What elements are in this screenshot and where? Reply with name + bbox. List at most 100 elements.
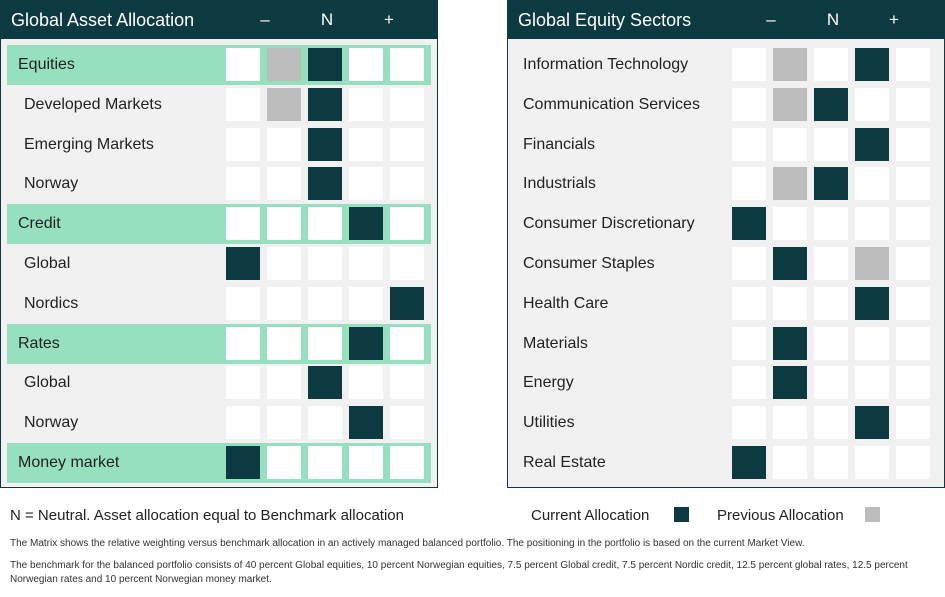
legend-current-swatch <box>674 507 689 522</box>
matrix-cell <box>390 247 424 280</box>
legend-current-label: Current Allocation <box>531 507 650 524</box>
matrix-cell <box>855 366 889 400</box>
matrix-cell <box>390 366 424 400</box>
matrix-cell <box>814 406 848 440</box>
matrix-cell <box>896 326 930 360</box>
matrix-cell <box>814 207 848 241</box>
matrix-row: Financials <box>508 125 944 165</box>
matrix-cell <box>308 207 342 241</box>
matrix-row: Industrials <box>508 164 944 204</box>
column-plus: + <box>889 10 899 29</box>
matrix-cell <box>226 127 260 161</box>
current-allocation-cell <box>773 247 807 280</box>
row-label: Money market <box>18 454 120 471</box>
matrix-cell <box>732 326 766 360</box>
matrix-cell <box>814 286 848 320</box>
row-label: Emerging Markets <box>24 135 154 153</box>
matrix-cell <box>267 167 301 201</box>
row-label: Norway <box>24 414 79 432</box>
equity-sectors-header: Global Equity Sectors – N + <box>508 1 944 39</box>
current-allocation-cell <box>814 167 848 201</box>
matrix-cell <box>855 446 889 479</box>
matrix-cell <box>226 48 260 81</box>
matrix-cell <box>773 446 807 479</box>
matrix-cell <box>896 366 930 400</box>
legend-previous-swatch <box>865 507 880 522</box>
matrix-row: Equities <box>7 45 431 85</box>
row-label: Nordics <box>24 294 79 312</box>
matrix-row: Information Technology <box>508 45 944 85</box>
row-label: Real Estate <box>523 454 606 471</box>
matrix-cell <box>732 366 766 400</box>
matrix-cell <box>732 406 766 440</box>
matrix-cell <box>896 406 930 440</box>
row-label: Credit <box>18 215 61 233</box>
current-allocation-cell <box>814 87 848 121</box>
matrix-cell <box>814 48 848 81</box>
matrix-cell <box>773 286 807 320</box>
matrix-cell <box>855 87 889 121</box>
row-label: Developed Markets <box>24 95 162 113</box>
matrix-cell <box>308 247 342 280</box>
matrix-cell <box>390 446 424 479</box>
matrix-cell <box>349 366 383 400</box>
matrix-cell <box>896 446 930 479</box>
current-allocation-cell <box>732 446 766 479</box>
matrix-cell <box>349 87 383 121</box>
matrix-cell <box>267 247 301 280</box>
matrix-cell <box>855 207 889 241</box>
matrix-cell <box>773 127 807 161</box>
previous-allocation-cell <box>267 48 301 81</box>
matrix-cell <box>814 366 848 400</box>
matrix-cell <box>814 127 848 161</box>
matrix-row: Consumer Staples <box>508 244 944 284</box>
neutral-note: N = Neutral. Asset allocation equal to B… <box>10 507 404 524</box>
row-label: Global <box>24 374 71 392</box>
matrix-row: Materials <box>508 324 944 364</box>
matrix-cell <box>349 286 383 320</box>
matrix-cell <box>896 87 930 121</box>
current-allocation-cell <box>855 48 889 81</box>
equity-sectors-panel: Global Equity Sectors – N + Information … <box>507 0 945 488</box>
matrix-cell <box>390 207 424 241</box>
matrix-cell <box>390 326 424 360</box>
row-label: Norway <box>24 175 79 193</box>
asset-allocation-header: Global Asset Allocation – N + <box>1 1 437 39</box>
current-allocation-cell <box>226 446 260 479</box>
matrix-cell <box>226 167 260 201</box>
matrix-cell <box>390 48 424 81</box>
previous-allocation-cell <box>773 87 807 121</box>
matrix-cell <box>855 326 889 360</box>
current-allocation-cell <box>732 207 766 241</box>
row-label: Energy <box>523 374 574 392</box>
column-neutral: N <box>320 10 334 29</box>
matrix-cell <box>226 406 260 440</box>
row-label: Consumer Discretionary <box>523 215 695 233</box>
footnote-benchmark: The benchmark for the balanced portfolio… <box>10 560 908 585</box>
row-label: Communication Services <box>523 95 700 113</box>
matrix-cell <box>267 446 301 479</box>
matrix-cell <box>226 286 260 320</box>
matrix-row: Energy <box>508 363 944 403</box>
matrix-cell <box>267 127 301 161</box>
matrix-cell <box>732 167 766 201</box>
current-allocation-cell <box>855 406 889 440</box>
matrix-cell <box>308 286 342 320</box>
column-minus: – <box>260 10 270 29</box>
matrix-cell <box>814 247 848 280</box>
matrix-row: Developed Markets <box>1 85 437 125</box>
current-allocation-cell <box>855 286 889 320</box>
row-label: Global <box>24 255 71 272</box>
matrix-cell <box>732 286 766 320</box>
matrix-cell <box>732 48 766 81</box>
matrix-cell <box>308 446 342 479</box>
current-allocation-cell <box>349 207 383 241</box>
matrix-cell <box>226 207 260 241</box>
matrix-row: Global <box>1 244 437 284</box>
matrix-cell <box>349 127 383 161</box>
matrix-row: Consumer Discretionary <box>508 204 944 244</box>
current-allocation-cell <box>773 366 807 400</box>
previous-allocation-cell <box>855 247 889 280</box>
current-allocation-cell <box>773 326 807 360</box>
matrix-cell <box>308 406 342 440</box>
